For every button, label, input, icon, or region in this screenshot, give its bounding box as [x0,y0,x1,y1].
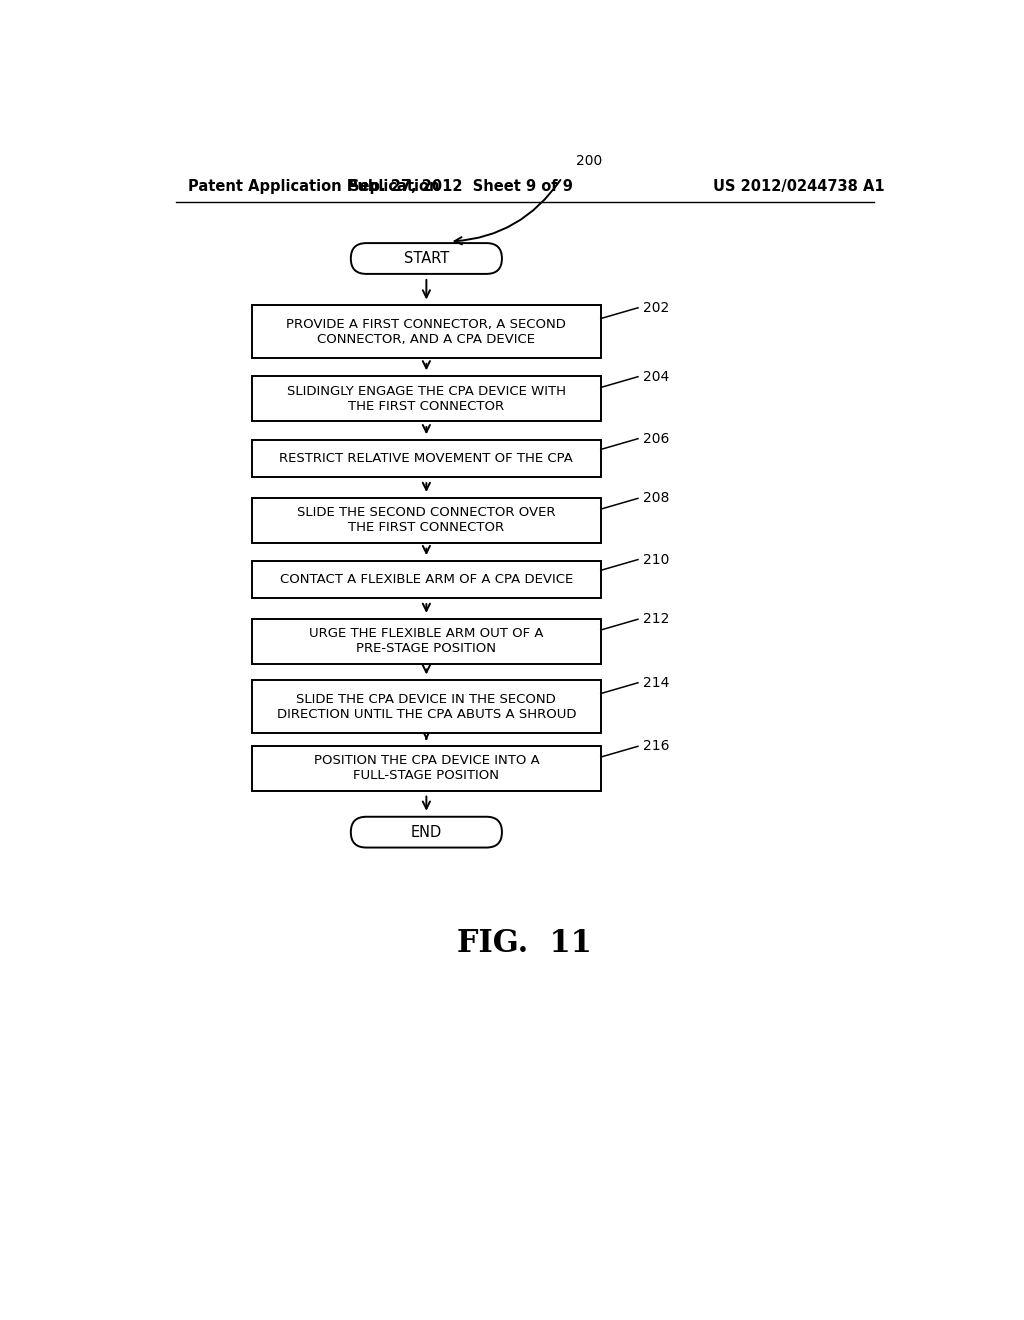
Text: URGE THE FLEXIBLE ARM OUT OF A
PRE-STAGE POSITION: URGE THE FLEXIBLE ARM OUT OF A PRE-STAGE… [309,627,544,655]
Bar [252,619,601,664]
Bar [252,376,601,421]
Text: 212: 212 [643,612,669,626]
Text: SLIDINGLY ENGAGE THE CPA DEVICE WITH
THE FIRST CONNECTOR: SLIDINGLY ENGAGE THE CPA DEVICE WITH THE… [287,384,566,413]
Text: SLIDE THE SECOND CONNECTOR OVER
THE FIRST CONNECTOR: SLIDE THE SECOND CONNECTOR OVER THE FIRS… [297,507,556,535]
Text: 204: 204 [643,370,669,384]
Text: US 2012/0244738 A1: US 2012/0244738 A1 [713,180,885,194]
Text: PROVIDE A FIRST CONNECTOR, A SECOND
CONNECTOR, AND A CPA DEVICE: PROVIDE A FIRST CONNECTOR, A SECOND CONN… [287,318,566,346]
Text: 216: 216 [643,739,669,754]
FancyBboxPatch shape [351,817,502,847]
Text: FIG.  11: FIG. 11 [458,928,592,960]
Text: Sep. 27, 2012  Sheet 9 of 9: Sep. 27, 2012 Sheet 9 of 9 [349,180,573,194]
Bar [252,441,601,478]
Text: POSITION THE CPA DEVICE INTO A
FULL-STAGE POSITION: POSITION THE CPA DEVICE INTO A FULL-STAG… [313,754,540,783]
Text: 208: 208 [643,491,669,506]
Text: 200: 200 [575,154,602,169]
Bar [252,305,601,358]
Text: Patent Application Publication: Patent Application Publication [188,180,440,194]
Text: START: START [403,251,449,267]
FancyBboxPatch shape [351,243,502,275]
Bar [252,681,601,733]
Text: 206: 206 [643,432,669,446]
Text: 210: 210 [643,553,669,566]
Text: END: END [411,825,442,840]
Bar [252,746,601,791]
Text: SLIDE THE CPA DEVICE IN THE SECOND
DIRECTION UNTIL THE CPA ABUTS A SHROUD: SLIDE THE CPA DEVICE IN THE SECOND DIREC… [276,693,577,721]
Bar [252,561,601,598]
Bar [252,498,601,543]
Text: CONTACT A FLEXIBLE ARM OF A CPA DEVICE: CONTACT A FLEXIBLE ARM OF A CPA DEVICE [280,573,573,586]
Text: 214: 214 [643,676,669,690]
Text: 202: 202 [643,301,669,314]
Text: RESTRICT RELATIVE MOVEMENT OF THE CPA: RESTRICT RELATIVE MOVEMENT OF THE CPA [280,453,573,465]
